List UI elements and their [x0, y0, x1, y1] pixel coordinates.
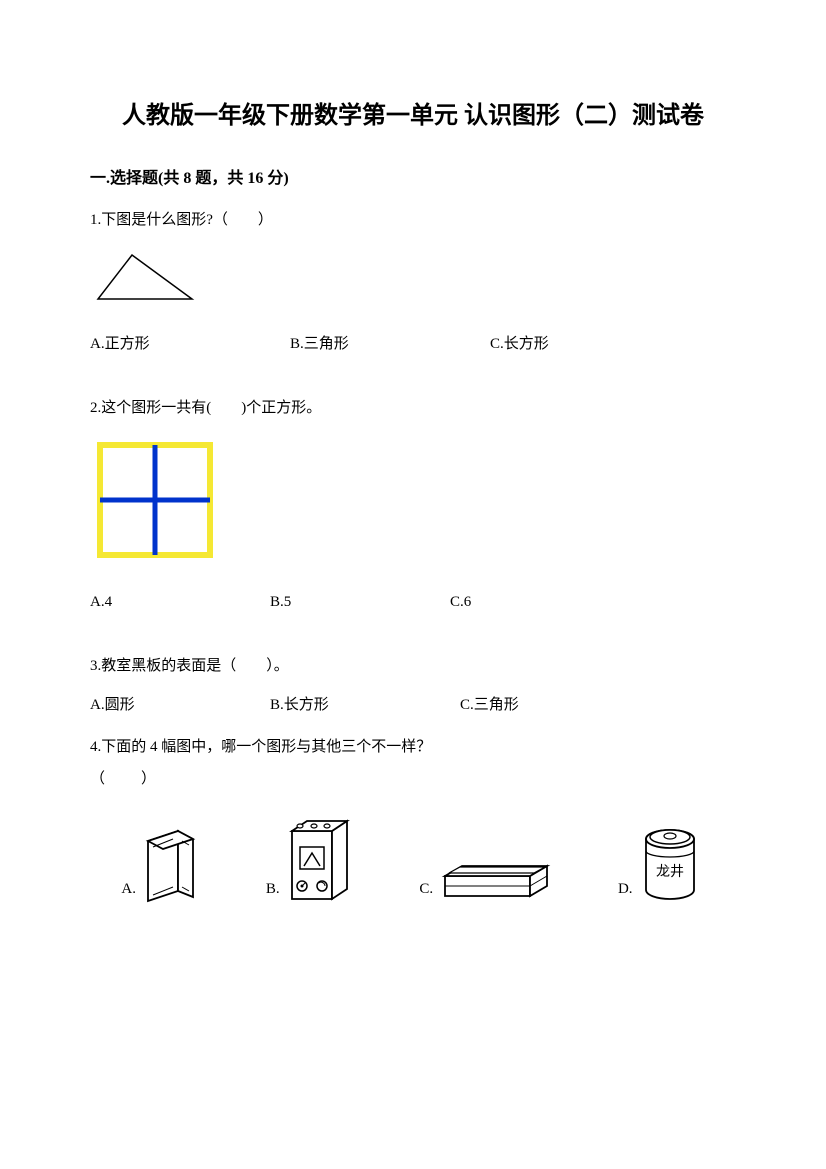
- q4-opt-b-label: B.: [266, 877, 280, 901]
- q2-options: A.4 B.5 C.6: [90, 590, 736, 614]
- q4-opt-d-label: D.: [618, 877, 633, 901]
- q1-text: 1.下图是什么图形?（ ）: [90, 208, 736, 232]
- q4-opt-a: A.: [121, 821, 203, 906]
- q3-opt-c: C.三角形: [460, 693, 519, 717]
- question-2: 2.这个图形一共有( )个正方形。 A.4 B.5 C.6: [90, 396, 736, 614]
- q3-options: A.圆形 B.长方形 C.三角形: [90, 693, 736, 717]
- q2-figure: [90, 435, 736, 565]
- q2-text: 2.这个图形一共有( )个正方形。: [90, 396, 736, 420]
- q4-opt-c-label: C.: [419, 877, 433, 901]
- q4-text: 4.下面的 4 幅图中，哪一个图形与其他三个不一样？: [90, 735, 736, 759]
- q1-options: A.正方形 B.三角形 C.长方形: [90, 332, 736, 356]
- q2-opt-c: C.6: [450, 590, 630, 614]
- q2-opt-b: B.5: [270, 590, 450, 614]
- question-3: 3.教室黑板的表面是（ ）。 A.圆形 B.长方形 C.三角形: [90, 654, 736, 717]
- q4-opt-a-label: A.: [121, 877, 136, 901]
- tea-label: 龙井: [656, 864, 684, 880]
- question-4: 4.下面的 4 幅图中，哪一个图形与其他三个不一样？ （ ） A. B.: [90, 735, 736, 906]
- q4-opt-c: C.: [419, 851, 555, 906]
- page-title: 人教版一年级下册数学第一单元 认识图形（二）测试卷: [90, 100, 736, 134]
- q3-opt-b: B.长方形: [270, 693, 460, 717]
- q1-opt-a: A.正方形: [90, 332, 290, 356]
- question-1: 1.下图是什么图形?（ ） A.正方形 B.三角形 C.长方形: [90, 208, 736, 356]
- q2-opt-a: A.4: [90, 590, 270, 614]
- q4-opt-b: B.: [266, 811, 357, 906]
- q3-text: 3.教室黑板的表面是（ ）。: [90, 654, 736, 678]
- q4-options: A. B.: [90, 811, 736, 906]
- q1-opt-b: B.三角形: [290, 332, 490, 356]
- q4-paren: （ ）: [90, 767, 736, 791]
- q4-opt-d: D. 龙井: [618, 826, 705, 906]
- q1-opt-c: C.长方形: [490, 332, 690, 356]
- q3-opt-a: A.圆形: [90, 693, 270, 717]
- section-header: 一.选择题(共 8 题，共 16 分): [90, 164, 736, 188]
- q1-figure: [90, 247, 736, 307]
